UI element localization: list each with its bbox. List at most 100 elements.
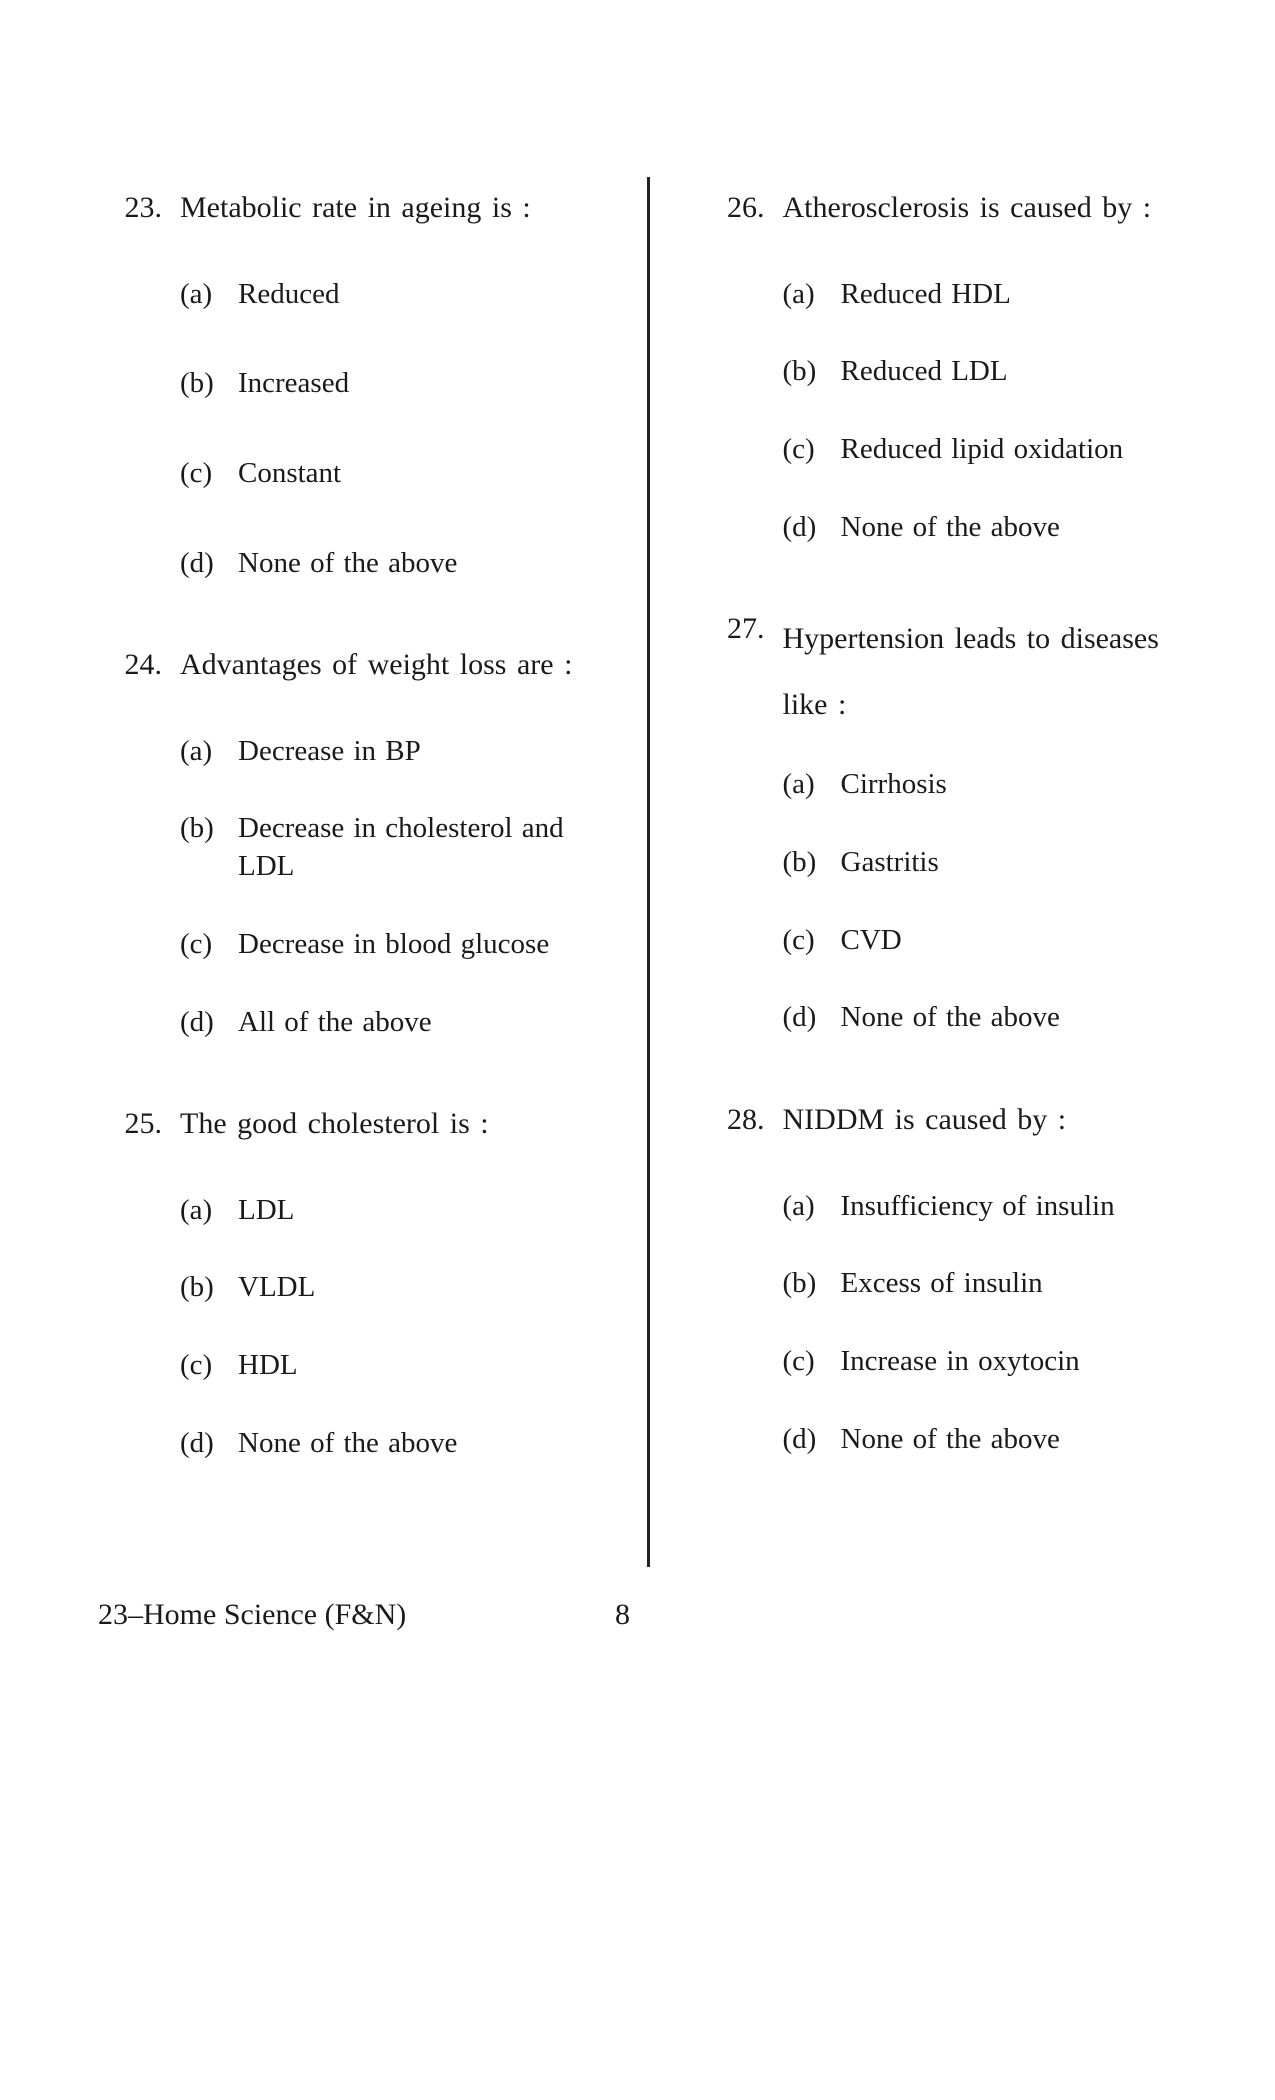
question-header: 28. NIDDM is caused by : xyxy=(701,1097,1196,1144)
option-a: (a)Cirrhosis xyxy=(783,766,1196,804)
question-header: 26. Atherosclerosis is caused by : xyxy=(701,185,1196,232)
option-text: Decrease in blood glucose xyxy=(238,926,599,964)
option-d: (d)None of the above xyxy=(783,509,1196,547)
option-label: (b) xyxy=(180,810,238,848)
question-number: 23. xyxy=(98,185,180,232)
question-text: Metabolic rate in ageing is : xyxy=(180,185,599,232)
option-d: (d)None of the above xyxy=(783,1421,1196,1459)
option-label: (a) xyxy=(180,1192,238,1230)
options: (a)Decrease in BP (b)Decrease in cholest… xyxy=(98,733,599,1041)
option-c: (c)Increase in oxytocin xyxy=(783,1343,1196,1381)
option-label: (a) xyxy=(783,276,841,314)
question-24: 24. Advantages of weight loss are : (a)D… xyxy=(98,642,599,1041)
options: (a)Reduced HDL (b)Reduced LDL (c)Reduced… xyxy=(701,276,1196,547)
option-text: LDL xyxy=(238,1192,599,1230)
option-a: (a)Decrease in BP xyxy=(180,733,599,771)
option-b: (b)VLDL xyxy=(180,1269,599,1307)
question-text: Advantages of weight loss are : xyxy=(180,642,599,689)
option-a: (a)Reduced xyxy=(180,276,599,314)
options: (a)Insufficiency of insulin (b)Excess of… xyxy=(701,1188,1196,1459)
option-label: (b) xyxy=(783,353,841,391)
options: (a)Cirrhosis (b)Gastritis (c)CVD (d)None… xyxy=(701,766,1196,1037)
option-c: (c)Reduced lipid oxidation xyxy=(783,431,1196,469)
option-text: Excess of insulin xyxy=(841,1265,1196,1303)
question-number: 24. xyxy=(98,642,180,689)
column-divider xyxy=(647,177,650,1567)
option-c: (c)HDL xyxy=(180,1347,599,1385)
option-d: (d)None of the above xyxy=(783,999,1196,1037)
left-column: 23. Metabolic rate in ageing is : (a)Red… xyxy=(98,185,647,1522)
question-number: 27. xyxy=(701,606,783,653)
option-label: (a) xyxy=(180,733,238,771)
option-text: Cirrhosis xyxy=(841,766,1196,804)
question-27: 27. Hypertension leads to diseases like … xyxy=(701,606,1196,1037)
two-column-layout: 23. Metabolic rate in ageing is : (a)Red… xyxy=(98,185,1195,1522)
option-b: (b)Excess of insulin xyxy=(783,1265,1196,1303)
question-25: 25. The good cholesterol is : (a)LDL (b)… xyxy=(98,1101,599,1462)
option-text: VLDL xyxy=(238,1269,599,1307)
page-footer: 23–Home Science (F&N) 8 xyxy=(98,1598,638,1632)
question-number: 28. xyxy=(701,1097,783,1144)
option-label: (b) xyxy=(783,1265,841,1303)
option-a: (a)Reduced HDL xyxy=(783,276,1196,314)
option-label: (a) xyxy=(783,766,841,804)
question-header: 27. Hypertension leads to diseases like … xyxy=(701,606,1196,738)
option-b: (b)Gastritis xyxy=(783,844,1196,882)
question-header: 24. Advantages of weight loss are : xyxy=(98,642,599,689)
option-text: Decrease in cholesterol and LDL xyxy=(238,810,599,885)
option-label: (c) xyxy=(783,922,841,960)
option-label: (b) xyxy=(783,844,841,882)
option-label: (a) xyxy=(783,1188,841,1226)
page-number: 8 xyxy=(615,1598,638,1632)
option-label: (d) xyxy=(180,545,238,583)
option-text: Increase in oxytocin xyxy=(841,1343,1196,1381)
option-c: (c)Decrease in blood glucose xyxy=(180,926,599,964)
option-label: (b) xyxy=(180,365,238,403)
option-text: None of the above xyxy=(841,509,1196,547)
option-text: None of the above xyxy=(841,999,1196,1037)
option-label: (c) xyxy=(180,1347,238,1385)
option-label: (a) xyxy=(180,276,238,314)
question-23: 23. Metabolic rate in ageing is : (a)Red… xyxy=(98,185,599,582)
question-28: 28. NIDDM is caused by : (a)Insufficienc… xyxy=(701,1097,1196,1458)
option-b: (b)Decrease in cholesterol and LDL xyxy=(180,810,599,885)
question-26: 26. Atherosclerosis is caused by : (a)Re… xyxy=(701,185,1196,546)
option-text: Constant xyxy=(238,455,599,493)
option-d: (d)None of the above xyxy=(180,1425,599,1463)
option-label: (c) xyxy=(783,1343,841,1381)
option-text: Reduced HDL xyxy=(841,276,1196,314)
option-label: (b) xyxy=(180,1269,238,1307)
option-d: (d)All of the above xyxy=(180,1004,599,1042)
option-d: (d)None of the above xyxy=(180,545,599,583)
option-text: All of the above xyxy=(238,1004,599,1042)
option-text: CVD xyxy=(841,922,1196,960)
option-b: (b)Reduced LDL xyxy=(783,353,1196,391)
option-label: (c) xyxy=(783,431,841,469)
question-number: 25. xyxy=(98,1101,180,1148)
option-text: Reduced LDL xyxy=(841,353,1196,391)
option-text: Gastritis xyxy=(841,844,1196,882)
option-text: None of the above xyxy=(238,1425,599,1463)
option-text: None of the above xyxy=(841,1421,1196,1459)
question-text: Hypertension leads to diseases like : xyxy=(783,606,1196,738)
option-text: Decrease in BP xyxy=(238,733,599,771)
question-number: 26. xyxy=(701,185,783,232)
option-text: Insufficiency of insulin xyxy=(841,1188,1196,1226)
question-header: 23. Metabolic rate in ageing is : xyxy=(98,185,599,232)
option-text: None of the above xyxy=(238,545,599,583)
right-column: 26. Atherosclerosis is caused by : (a)Re… xyxy=(647,185,1196,1522)
option-label: (d) xyxy=(783,509,841,547)
option-label: (d) xyxy=(180,1425,238,1463)
question-text: The good cholesterol is : xyxy=(180,1101,599,1148)
option-label: (c) xyxy=(180,926,238,964)
question-text: Atherosclerosis is caused by : xyxy=(783,185,1196,232)
option-text: Reduced lipid oxidation xyxy=(841,431,1196,469)
option-label: (d) xyxy=(783,1421,841,1459)
option-b: (b)Increased xyxy=(180,365,599,403)
options: (a)Reduced (b)Increased (c)Constant (d)N… xyxy=(98,276,599,583)
option-text: HDL xyxy=(238,1347,599,1385)
option-text: Reduced xyxy=(238,276,599,314)
option-c: (c)Constant xyxy=(180,455,599,493)
question-text: NIDDM is caused by : xyxy=(783,1097,1196,1144)
option-label: (c) xyxy=(180,455,238,493)
